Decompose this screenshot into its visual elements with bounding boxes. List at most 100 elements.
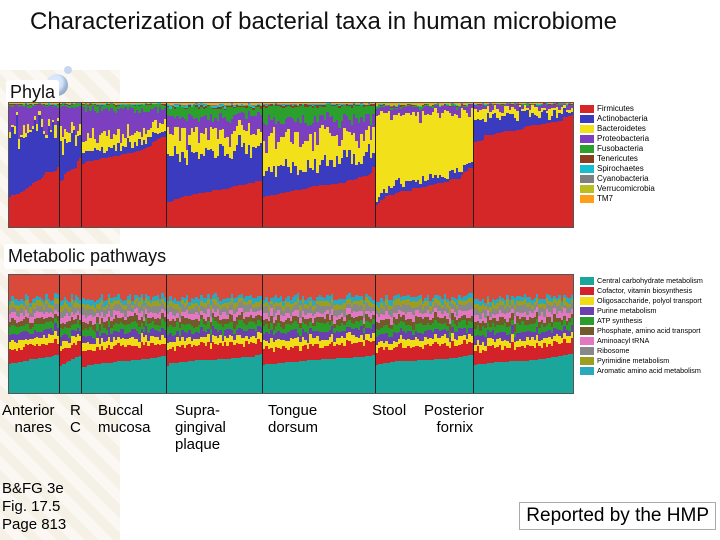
panel-buccal_mucosa xyxy=(82,275,167,393)
footer-line: B&FG 3e xyxy=(2,480,64,497)
panel-rc xyxy=(60,275,83,393)
legend-label: Oligosaccharide, polyol transport xyxy=(597,296,702,306)
legend-item: Tenericutes xyxy=(580,154,655,164)
legend-item: Ribosome xyxy=(580,346,703,356)
legend-item: Spirochaetes xyxy=(580,164,655,174)
stacked-column xyxy=(79,275,81,393)
legend-item: Cyanobacteria xyxy=(580,174,655,184)
legend-label: ATP synthesis xyxy=(597,316,642,326)
legend-swatch xyxy=(580,337,594,345)
stacked-column xyxy=(79,103,81,227)
legend-item: Pyrimidine metabolism xyxy=(580,356,703,366)
legend-label: TM7 xyxy=(597,194,613,204)
legend-item: Cofactor, vitamin biosynthesis xyxy=(580,286,703,296)
legend-item: Verrucomicrobia xyxy=(580,184,655,194)
panel-tongue xyxy=(263,103,376,227)
page-title: Characterization of bacterial taxa in hu… xyxy=(30,8,617,36)
x-axis-label: Anterior nares xyxy=(2,402,55,436)
stacked-column xyxy=(372,275,374,393)
legend-swatch xyxy=(580,357,594,365)
legend-swatch xyxy=(580,367,594,375)
legend-label: Proteobacteria xyxy=(597,134,649,144)
footer-right: Reported by the HMP xyxy=(519,502,716,530)
stacked-column xyxy=(164,275,166,393)
legend-item: Firmicutes xyxy=(580,104,655,114)
legend-item: Aminoacyl tRNA xyxy=(580,336,703,346)
legend-swatch xyxy=(580,307,594,315)
legend-label: Cofactor, vitamin biosynthesis xyxy=(597,286,692,296)
legend-swatch xyxy=(580,175,594,183)
legend-item: Fusobacteria xyxy=(580,144,655,154)
panel-supragingival xyxy=(167,275,263,393)
legend-item: Oligosaccharide, polyol transport xyxy=(580,296,703,306)
panel-stool xyxy=(376,103,475,227)
panel-anterior_nares xyxy=(9,275,60,393)
legend-label: Ribosome xyxy=(597,346,629,356)
legend-item: Purine metabolism xyxy=(580,306,703,316)
legend-label: Pyrimidine metabolism xyxy=(597,356,669,366)
panel-rc xyxy=(60,103,83,227)
metabolic-label: Metabolic pathways xyxy=(4,244,170,269)
phyla-legend: FirmicutesActinobacteriaBacteroidetesPro… xyxy=(580,104,655,204)
panel-anterior_nares xyxy=(9,103,60,227)
legend-swatch xyxy=(580,277,594,285)
panel-supragingival xyxy=(167,103,263,227)
legend-label: Central carbohydrate metabolism xyxy=(597,276,703,286)
legend-label: Firmicutes xyxy=(597,104,634,114)
footer-line: Page 813 xyxy=(2,516,66,533)
legend-label: Phosphate, amino acid transport xyxy=(597,326,700,336)
legend-swatch xyxy=(580,297,594,305)
stacked-column xyxy=(372,103,374,227)
legend-swatch xyxy=(580,125,594,133)
legend-swatch xyxy=(580,195,594,203)
legend-label: Verrucomicrobia xyxy=(597,184,655,194)
stacked-column xyxy=(57,103,59,227)
stacked-column xyxy=(471,103,473,227)
legend-swatch xyxy=(580,165,594,173)
panel-stool xyxy=(376,275,475,393)
pathway-legend: Central carbohydrate metabolismCofactor,… xyxy=(580,276,703,376)
legend-item: Central carbohydrate metabolism xyxy=(580,276,703,286)
legend-item: ATP synthesis xyxy=(580,316,703,326)
legend-swatch xyxy=(580,327,594,335)
legend-swatch xyxy=(580,185,594,193)
stacked-column xyxy=(260,275,262,393)
x-axis-label: Supra-gingivalplaque xyxy=(175,402,226,453)
legend-item: Actinobacteria xyxy=(580,114,655,124)
x-axis-label: Buccalmucosa xyxy=(98,402,151,436)
legend-label: Bacteroidetes xyxy=(597,124,646,134)
x-axis-label: Tonguedorsum xyxy=(268,402,318,436)
legend-label: Actinobacteria xyxy=(597,114,648,124)
stacked-column xyxy=(471,275,473,393)
stacked-column xyxy=(571,275,573,393)
legend-item: Aromatic amino acid metabolism xyxy=(580,366,703,376)
footer-left: B&FG 3eFig. 17.5Page 813 xyxy=(2,480,66,534)
decor-dot-icon xyxy=(64,66,72,74)
legend-swatch xyxy=(580,287,594,295)
legend-swatch xyxy=(580,115,594,123)
legend-label: Aromatic amino acid metabolism xyxy=(597,366,701,376)
legend-item: Bacteroidetes xyxy=(580,124,655,134)
legend-swatch xyxy=(580,105,594,113)
legend-label: Cyanobacteria xyxy=(597,174,649,184)
x-axis-label: RC xyxy=(70,402,81,436)
pathway-chart xyxy=(8,274,574,394)
stacked-column xyxy=(57,275,59,393)
stacked-column xyxy=(164,103,166,227)
legend-swatch xyxy=(580,145,594,153)
x-axis-label: Stool xyxy=(372,402,406,419)
x-axis-label: Posterior fornix xyxy=(424,402,484,436)
stacked-column xyxy=(571,103,573,227)
legend-label: Fusobacteria xyxy=(597,144,643,154)
footer-line: Fig. 17.5 xyxy=(2,498,60,515)
phyla-chart xyxy=(8,102,574,228)
legend-swatch xyxy=(580,135,594,143)
legend-swatch xyxy=(580,347,594,355)
legend-label: Purine metabolism xyxy=(597,306,657,316)
legend-label: Aminoacyl tRNA xyxy=(597,336,649,346)
panel-tongue xyxy=(263,275,376,393)
legend-swatch xyxy=(580,155,594,163)
panel-posterior_fornix xyxy=(474,275,573,393)
legend-label: Spirochaetes xyxy=(597,164,644,174)
legend-item: Phosphate, amino acid transport xyxy=(580,326,703,336)
